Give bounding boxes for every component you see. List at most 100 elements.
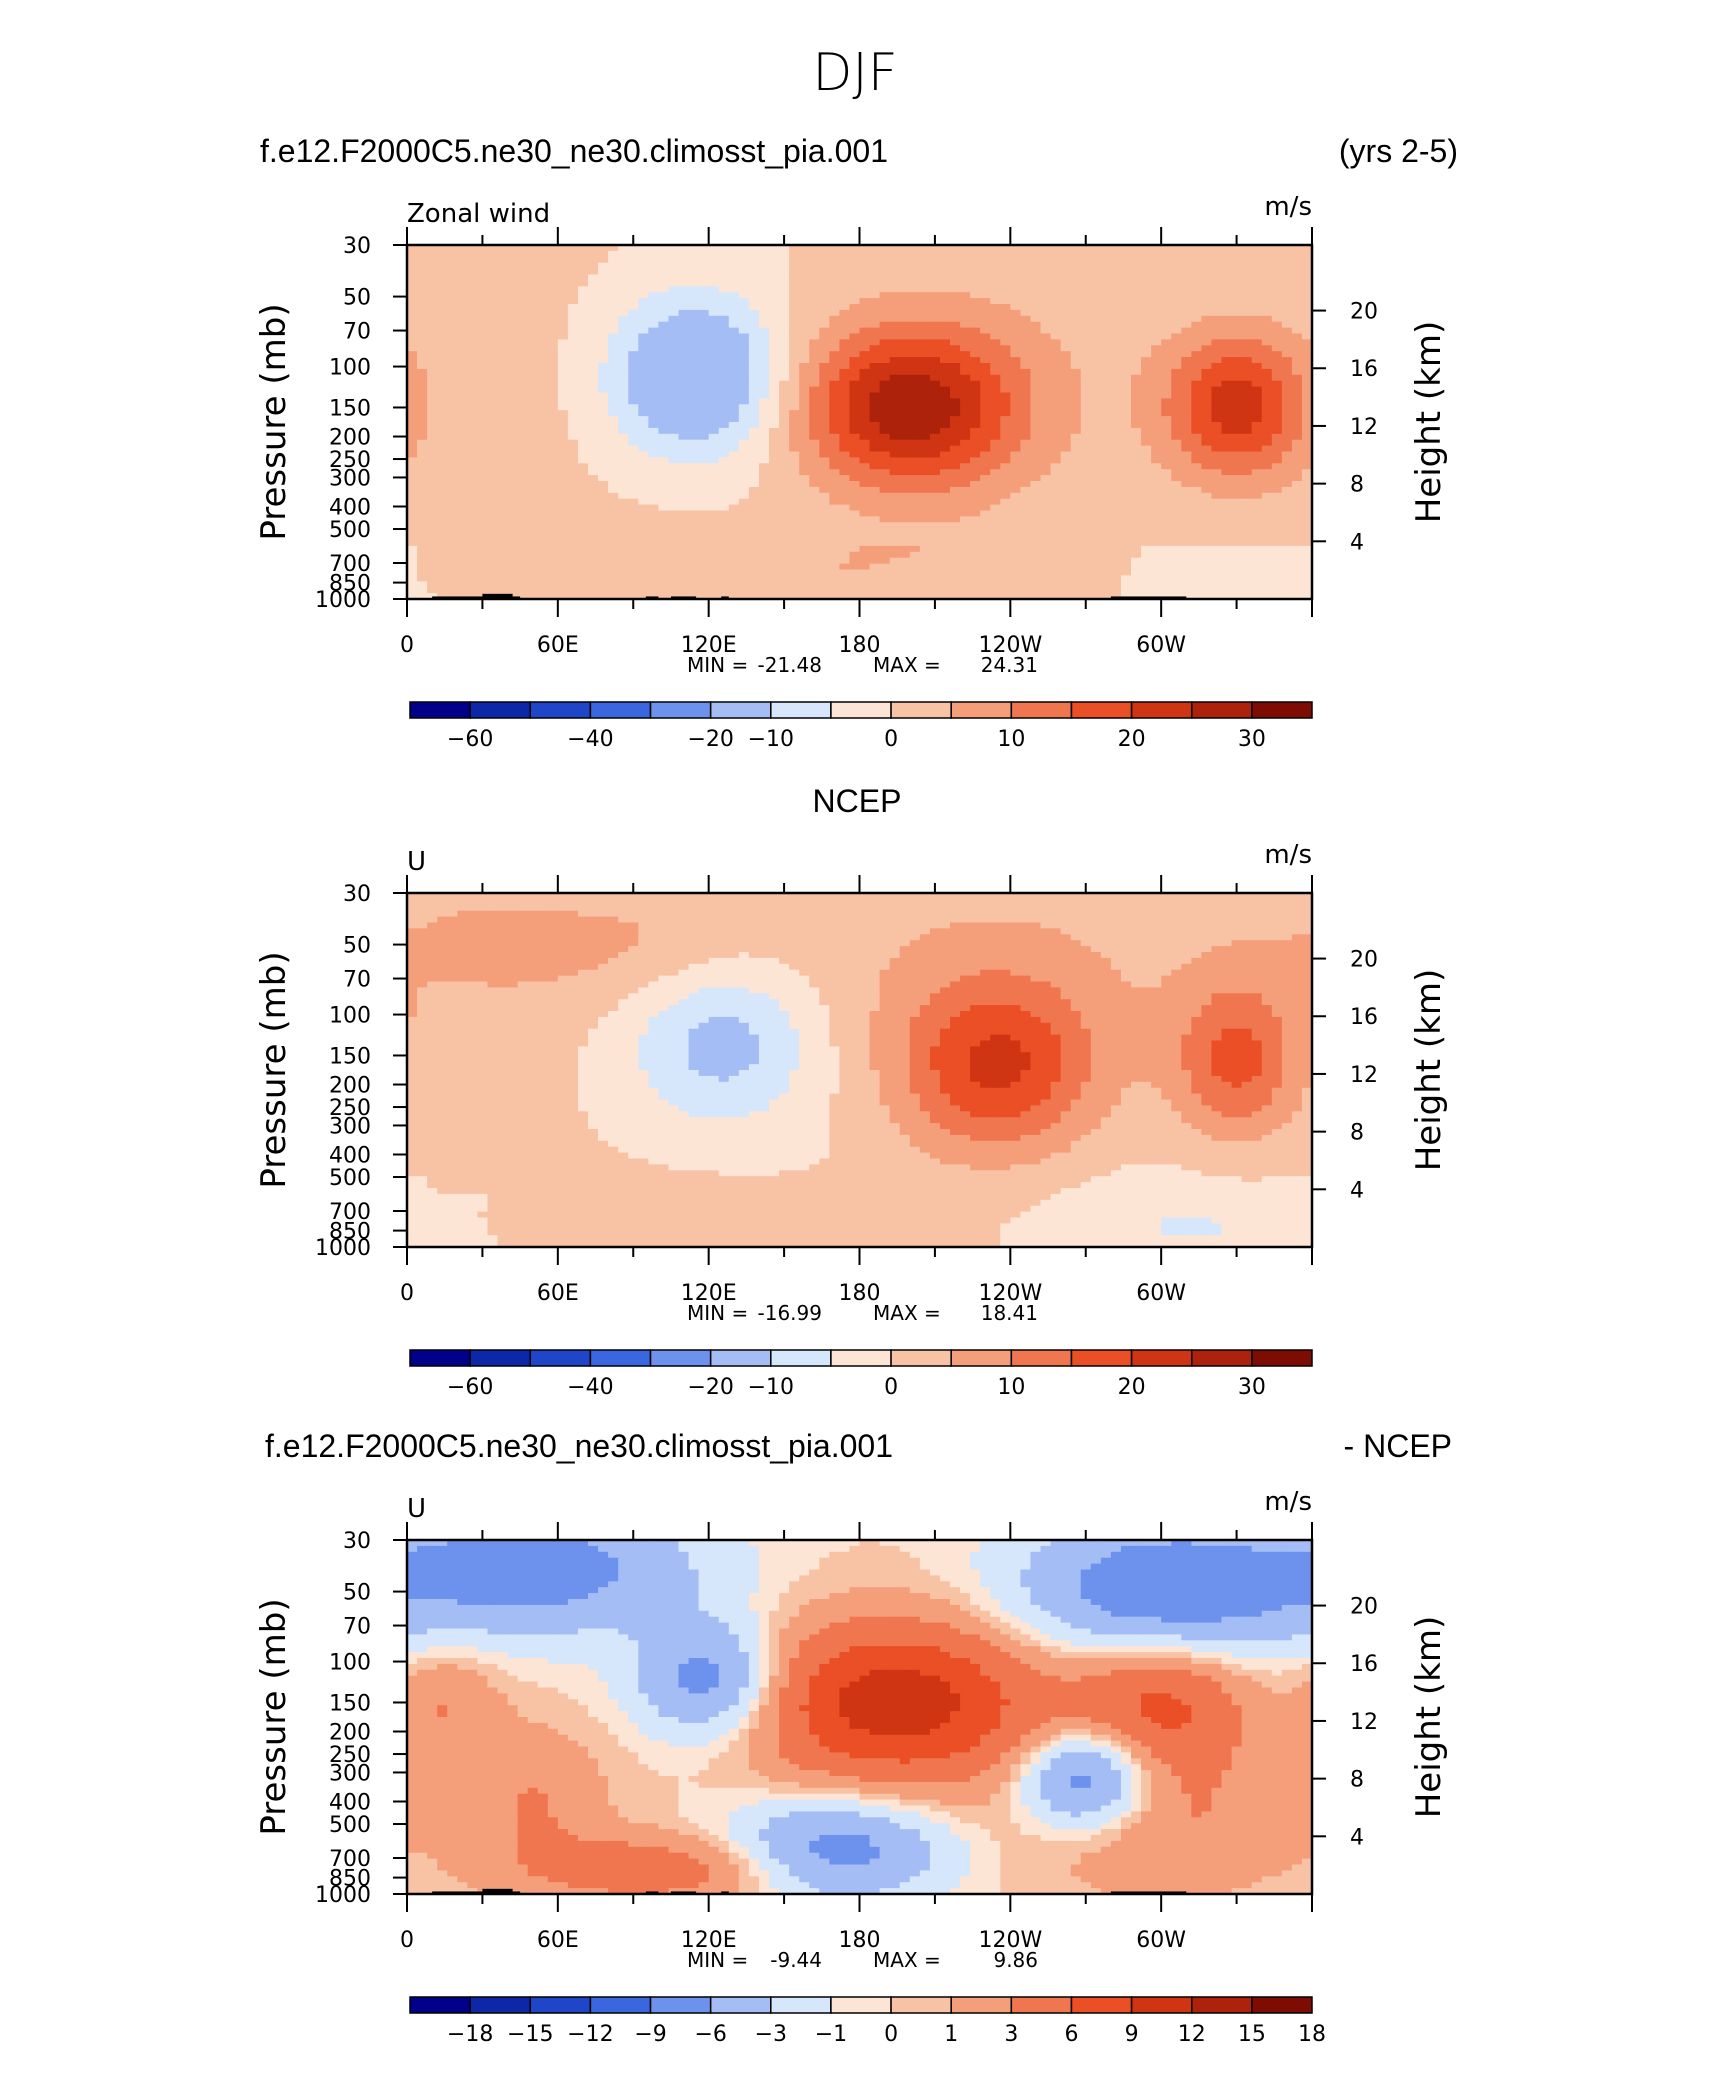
contour-cell <box>678 339 690 346</box>
contour-cell <box>427 422 438 429</box>
contour-cell <box>1231 469 1243 476</box>
contour-cell <box>819 457 830 464</box>
contour-cell <box>1000 433 1011 441</box>
contour-cell <box>1010 268 1021 276</box>
contour-cell <box>608 250 619 258</box>
contour-cell <box>698 280 710 287</box>
contour-cell <box>990 286 1001 293</box>
contour-cell <box>708 451 720 458</box>
contour-cell <box>517 416 529 423</box>
contour-cell <box>718 540 730 547</box>
contour-cell <box>598 345 609 352</box>
contour-cell <box>829 351 840 358</box>
contour-cell <box>1261 457 1273 464</box>
contour-cell <box>547 268 559 276</box>
contour-cell <box>1231 475 1243 482</box>
contour-cell <box>1271 345 1283 352</box>
contour-cell <box>819 374 830 382</box>
contour-cell <box>779 327 790 335</box>
contour-cell <box>819 250 830 258</box>
contour-cell <box>849 534 861 541</box>
contour-cell <box>1191 327 1202 335</box>
contour-cell <box>557 380 569 388</box>
contour-cell <box>598 380 609 388</box>
contour-cell <box>990 357 1001 364</box>
contour-cell <box>668 333 680 340</box>
contour-cell <box>1080 351 1092 358</box>
contour-cell <box>1120 492 1132 500</box>
contour-cell <box>889 374 901 382</box>
contour-cell <box>527 451 539 458</box>
contour-cell <box>1281 398 1293 405</box>
contour-cell <box>950 416 961 423</box>
contour-cell <box>718 516 730 523</box>
contour-cell <box>779 516 790 523</box>
contour-cell <box>738 457 750 464</box>
contour-cell <box>829 392 840 399</box>
contour-cell <box>1151 333 1162 340</box>
contour-cell <box>1281 486 1293 494</box>
contour-cell <box>638 422 649 429</box>
contour-cell <box>708 292 720 299</box>
contour-cell <box>537 540 549 547</box>
contour-cell <box>1281 445 1293 453</box>
contour-cell <box>1030 321 1042 329</box>
contour-cell <box>859 274 871 281</box>
panel-3-header-left: f.e12.F2000C5.ne30_ne30.climosst_pia.001 <box>265 1428 893 1464</box>
contour-cell <box>779 368 790 376</box>
contour-cell <box>879 357 891 364</box>
contour-cell <box>718 274 730 281</box>
contour-cell <box>1020 280 1032 287</box>
contour-cell <box>618 280 629 287</box>
contour-cell <box>1050 486 1062 494</box>
contour-cell <box>899 445 911 453</box>
contour-cell <box>1060 475 1072 482</box>
contour-cell <box>980 327 991 335</box>
contour-cell <box>507 445 519 453</box>
contour-cell <box>1181 286 1192 293</box>
contour-cell <box>748 451 760 458</box>
contour-cell <box>648 510 659 517</box>
contour-cell <box>829 274 840 281</box>
contour-cell <box>618 504 629 512</box>
contour-cell <box>929 422 941 429</box>
contour-cell <box>829 498 840 506</box>
contour-cell <box>648 469 659 476</box>
contour-cell <box>407 333 418 340</box>
contour-cell <box>1090 498 1102 506</box>
contour-cell <box>909 274 921 281</box>
contour-cell <box>588 457 599 464</box>
contour-cell <box>588 516 599 523</box>
contour-cell <box>849 463 861 470</box>
contour-cell <box>678 286 690 293</box>
contour-cell <box>839 557 851 565</box>
contour-cell <box>1301 557 1313 565</box>
contour-cell <box>678 368 690 376</box>
contour-cell <box>1080 481 1092 488</box>
contour-cell <box>990 327 1001 335</box>
contour-cell <box>678 304 690 311</box>
contour-cell <box>577 404 589 411</box>
contour-cell <box>1050 398 1062 405</box>
contour-cell <box>849 528 861 535</box>
contour-cell <box>779 250 790 258</box>
contour-cell <box>909 268 921 276</box>
contour-cell <box>467 427 478 435</box>
contour-cell <box>447 309 458 317</box>
contour-cell <box>980 345 991 352</box>
contour-cell <box>939 410 951 417</box>
contour-cell <box>1110 481 1122 488</box>
contour-cell <box>1141 392 1152 399</box>
contour-cell <box>779 522 790 529</box>
contour-cell <box>1120 433 1132 441</box>
contour-cell <box>849 351 861 358</box>
contour-cell <box>427 439 438 447</box>
contour-cell <box>849 422 861 429</box>
contour-cell <box>1100 386 1112 394</box>
contour-cell <box>658 309 670 317</box>
contour-cell <box>547 374 559 382</box>
contour-cell <box>547 522 559 529</box>
contour-cell <box>1110 463 1122 470</box>
contour-cell <box>980 363 991 370</box>
contour-cell <box>1241 333 1253 340</box>
